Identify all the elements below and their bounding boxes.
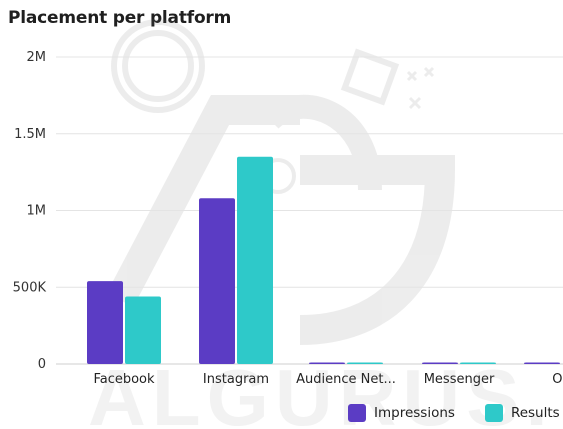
bar-impressions-3[interactable] — [422, 362, 458, 365]
bar-results-1[interactable] — [237, 156, 273, 364]
x-tick-label-3: Messenger — [424, 372, 495, 387]
y-tick-label-4: 2M — [27, 50, 47, 65]
bar-impressions-0[interactable] — [87, 281, 123, 364]
legend-swatch-results — [484, 404, 503, 422]
legend-item-results[interactable]: Results — [484, 404, 560, 422]
x-axis-ticks: Facebook Instagram Audience Net... Messenge… — [93, 372, 563, 387]
legend-label-results: Results — [510, 405, 560, 421]
y-tick-label-2: 1M — [27, 204, 47, 219]
x-tick-label-2: Audience Net... — [296, 372, 396, 387]
chart-title: Placement per platform — [8, 8, 232, 28]
watermark-text: ALGURUS. — [88, 353, 554, 429]
bar-results-0[interactable] — [125, 296, 161, 364]
bar-impressions-2[interactable] — [309, 362, 345, 365]
x-tick-label-4: Oc — [552, 372, 563, 387]
bar-impressions-4[interactable] — [524, 362, 560, 365]
x-tick-label-1: Instagram — [203, 372, 269, 387]
bars — [87, 156, 560, 365]
y-tick-label-3: 1.5M — [14, 127, 46, 142]
x-tick-label-0: Facebook — [93, 372, 155, 387]
legend-item-impressions[interactable]: Impressions — [348, 404, 455, 422]
legend-label-impressions: Impressions — [374, 405, 455, 421]
watermark-logo — [106, 19, 456, 345]
legend-swatch-impressions — [348, 404, 366, 422]
chart-legend: Impressions Results — [348, 404, 560, 422]
y-tick-label-0: 0 — [38, 357, 46, 372]
bar-results-2[interactable] — [347, 362, 383, 365]
svg-text:ALGURUS.: ALGURUS. — [88, 353, 554, 429]
y-axis-ticks: 0 500K 1M 1.5M 2M — [13, 50, 47, 372]
bar-impressions-1[interactable] — [199, 198, 235, 364]
y-tick-label-1: 500K — [13, 280, 47, 295]
bar-results-3[interactable] — [460, 362, 496, 365]
